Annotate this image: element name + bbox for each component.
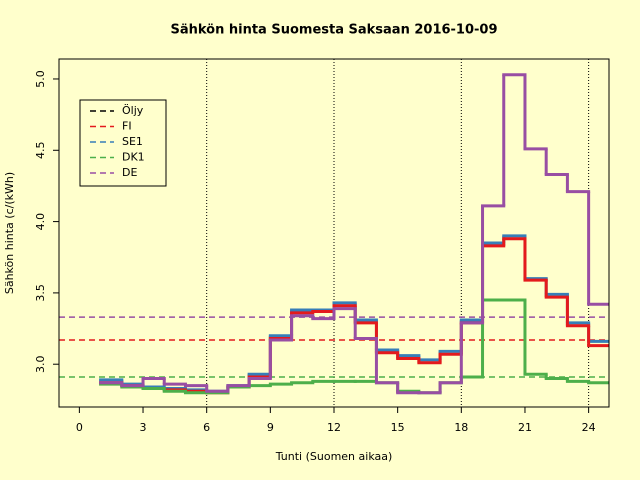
- plot-frame: [58, 58, 610, 408]
- x-axis-label: Tunti (Suomen aikaa): [275, 450, 393, 463]
- y-tick-label: 4.5: [34, 142, 47, 160]
- x-tick-label: 15: [391, 421, 405, 434]
- legend-label: SE1: [122, 135, 143, 148]
- y-tick-label: 5.0: [34, 70, 47, 88]
- plot: [59, 59, 609, 407]
- y-axis-label: Sähkön hinta (c/(kWh): [3, 172, 16, 294]
- x-tick-label: 18: [454, 421, 468, 434]
- legend-label: FI: [122, 120, 132, 133]
- legend-box: [79, 99, 167, 187]
- x-tick-label: 24: [582, 421, 596, 434]
- y-tick-label: 3.5: [34, 284, 47, 302]
- x-tick-label: 12: [327, 421, 341, 434]
- x-tick-label: 3: [140, 421, 147, 434]
- y-tick-label: 3.0: [34, 355, 47, 373]
- x-tick-label: 9: [267, 421, 274, 434]
- x-tick-label: 21: [518, 421, 532, 434]
- legend-label: DK1: [122, 151, 145, 164]
- legend-label: DE: [122, 166, 137, 179]
- y-tick-label: 4.0: [34, 213, 47, 231]
- chart-title: Sähkön hinta Suomesta Saksaan 2016-10-09: [170, 23, 497, 38]
- x-tick-label: 0: [76, 421, 83, 434]
- legend-label: Öljy: [122, 104, 144, 117]
- x-tick-label: 6: [203, 421, 210, 434]
